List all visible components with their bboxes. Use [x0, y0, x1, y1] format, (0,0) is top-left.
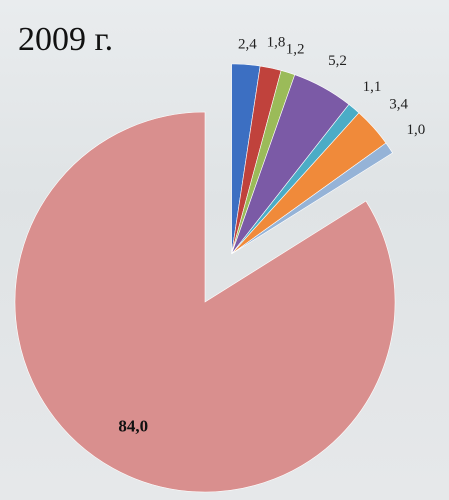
data-label: 2,4 — [238, 36, 257, 52]
data-label: 1,8 — [267, 34, 286, 50]
data-label: 5,2 — [328, 53, 347, 69]
chart: 2009 г. 2,4 1,81,2 5,2 1,1 3,4 1,0 84,0 — [0, 0, 449, 500]
data-label: 1,2 — [286, 42, 305, 58]
data-label: 84,0 — [118, 417, 148, 436]
chart-title: 2009 г. — [18, 21, 113, 58]
data-label: 1,0 — [407, 122, 426, 138]
data-label: 1,1 — [363, 79, 382, 95]
screen: 2009 г. 2,4 1,81,2 5,2 1,1 3,4 1,0 84,0 — [0, 0, 449, 500]
data-label: 3,4 — [389, 97, 408, 113]
